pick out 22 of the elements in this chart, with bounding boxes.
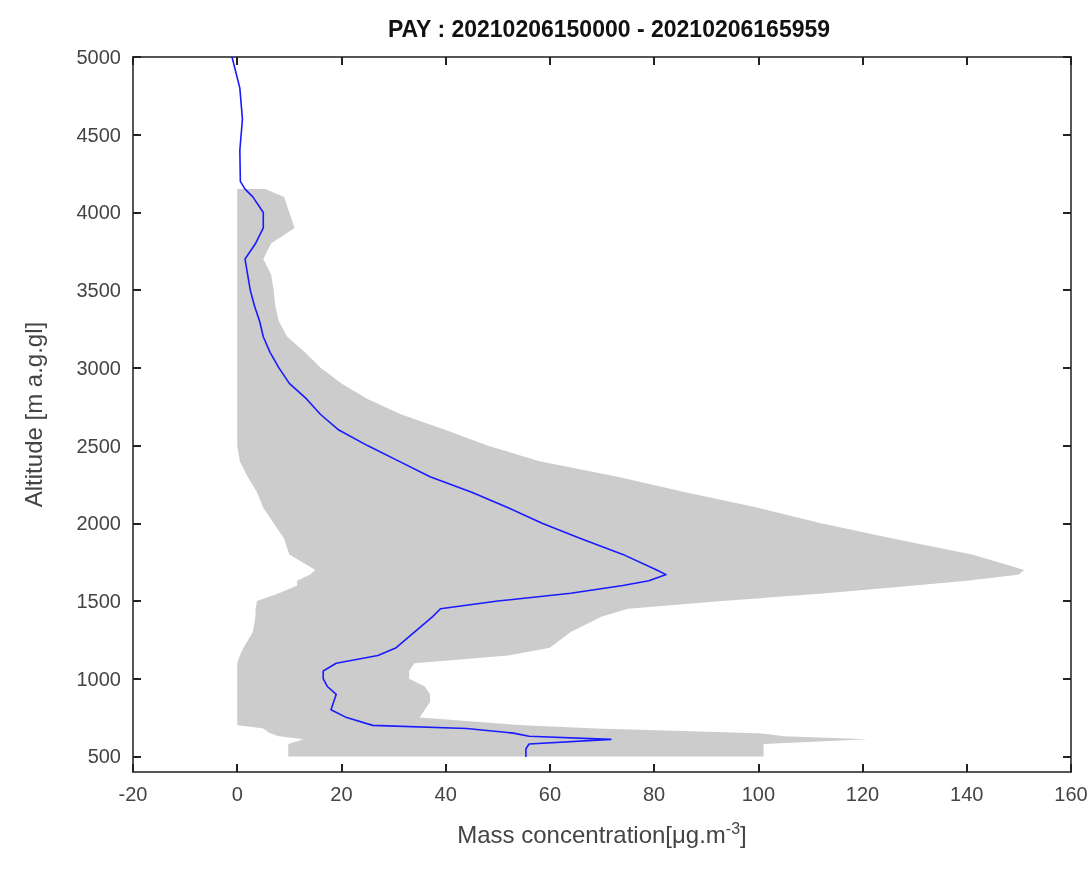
chart-title: PAY : 20210206150000 - 20210206165959 xyxy=(387,15,831,42)
x-tick-label: 100 xyxy=(741,783,776,805)
x-tick-label: 140 xyxy=(950,783,984,805)
y-axis-title: Altitude [m a.g.gl] xyxy=(19,321,47,508)
x-tick-label: 20 xyxy=(330,783,353,805)
x-tick-label: 0 xyxy=(231,783,243,805)
y-tick-label: 3500 xyxy=(76,279,121,302)
y-tick-label: 3000 xyxy=(76,356,121,379)
y-tick-label: 1500 xyxy=(76,590,121,613)
x-tick-label: 80 xyxy=(642,783,666,805)
y-tick-label: 2000 xyxy=(76,512,121,535)
x-tick-label: 120 xyxy=(845,783,880,805)
y-tick-label: 4000 xyxy=(76,201,121,224)
y-tick-label: 500 xyxy=(87,745,121,768)
x-tick-label: 40 xyxy=(434,783,457,805)
x-tick-label: -20 xyxy=(118,783,148,805)
x-tick-label: 60 xyxy=(538,783,562,805)
y-tick-label: 2500 xyxy=(76,434,121,457)
x-tick-label: 160 xyxy=(1054,783,1088,805)
y-tick-label: 1000 xyxy=(76,667,121,690)
y-tick-label: 5000 xyxy=(76,46,121,68)
y-tick-label: 4500 xyxy=(76,123,121,146)
